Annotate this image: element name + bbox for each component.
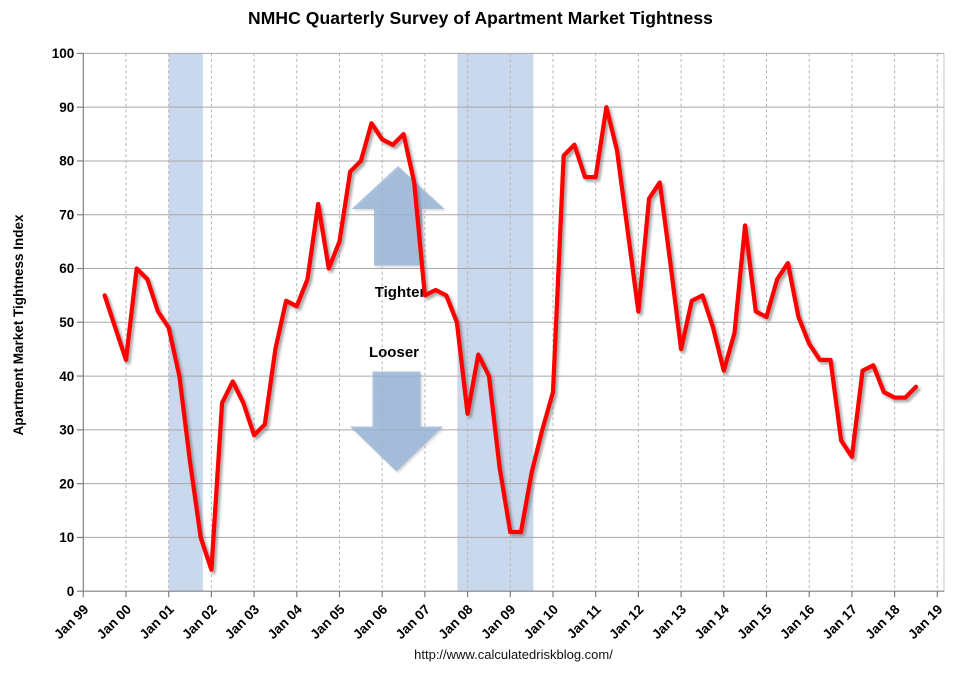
y-tick-label: 40 [59, 369, 74, 384]
x-tick-label: Jan 13 [649, 601, 690, 642]
x-tick-label: Jan 11 [564, 601, 604, 641]
annotation-arrows-layer [350, 166, 445, 472]
looser-label: Looser [369, 344, 419, 361]
x-tick-label: Jan 17 [820, 602, 860, 642]
x-tick-label: Jan 02 [179, 602, 219, 642]
x-tick-label: Jan 01 [136, 601, 177, 642]
x-tick-label: Jan 07 [393, 602, 433, 642]
data-series-layer [102, 105, 919, 572]
chart-title: NMHC Quarterly Survey of Apartment Marke… [247, 8, 714, 28]
y-tick-label: 70 [59, 207, 74, 222]
x-tick-label: Jan 09 [478, 602, 518, 642]
x-tick-label: Jan 18 [862, 601, 903, 642]
x-tick-label: Jan 10 [521, 602, 561, 642]
x-tick-label: Jan 14 [692, 601, 733, 642]
y-tick-label: 10 [59, 530, 74, 545]
x-tick-label: Jan 00 [94, 602, 134, 642]
tighter-label: Tighter [375, 284, 426, 301]
tightness-index-line [102, 105, 919, 572]
y-tick-label: 50 [59, 315, 74, 330]
y-tick-label: 0 [67, 584, 75, 599]
annotation-text-layer: Tighter Looser [369, 284, 425, 361]
x-tick-label: Jan 08 [435, 601, 476, 642]
x-tick-label: Jan 03 [222, 601, 263, 642]
x-tick-label: Jan 06 [350, 601, 391, 642]
y-tick-label: 80 [59, 154, 74, 169]
source-url: http://www.calculatedriskblog.com/ [414, 647, 613, 662]
x-tick-label: Jan 15 [734, 601, 775, 642]
x-tick-label: Jan 16 [777, 601, 818, 642]
y-tick-label: 30 [59, 423, 74, 438]
looser-down-arrow-icon [350, 371, 443, 472]
y-tick-label: 100 [52, 46, 75, 61]
x-tick-label: Jan 19 [905, 602, 945, 642]
x-tick-label: Jan 04 [265, 601, 306, 642]
y-tick-label: 20 [59, 476, 74, 491]
y-tick-label: 90 [59, 100, 74, 115]
x-tick-label: Jan 05 [307, 601, 348, 642]
x-tick-label: Jan 99 [51, 602, 91, 642]
x-tick-label: Jan 12 [606, 602, 646, 642]
tighter-up-arrow-icon [351, 166, 445, 266]
y-tick-label: 60 [59, 261, 74, 276]
